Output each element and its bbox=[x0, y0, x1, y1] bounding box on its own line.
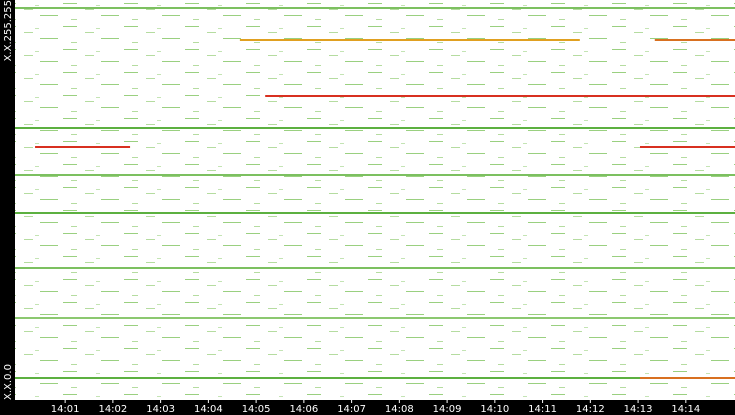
y-tick-label: X.X.255.255 bbox=[3, 0, 14, 61]
x-tick-label: 14:05 bbox=[242, 404, 271, 415]
x-tick-label: 14:14 bbox=[671, 404, 700, 415]
x-tick-label: 14:01 bbox=[51, 404, 80, 415]
x-tick-label: 14:13 bbox=[624, 404, 653, 415]
traffic-texture bbox=[15, 0, 735, 400]
x-tick-label: 14:06 bbox=[289, 404, 318, 415]
y-tick-label: X.X.0.0 bbox=[3, 364, 14, 400]
y-axis-band bbox=[0, 0, 15, 415]
x-tick-label: 14:09 bbox=[433, 404, 462, 415]
x-tick-label: 14:02 bbox=[98, 404, 127, 415]
x-tick-label: 14:11 bbox=[528, 404, 557, 415]
x-tick-label: 14:12 bbox=[576, 404, 605, 415]
x-axis-band bbox=[0, 400, 735, 415]
x-tick-label: 14:04 bbox=[194, 404, 223, 415]
x-tick-label: 14:10 bbox=[480, 404, 509, 415]
x-tick-label: 14:03 bbox=[146, 404, 175, 415]
x-tick-label: 14:07 bbox=[337, 404, 366, 415]
x-tick-label: 14:08 bbox=[385, 404, 414, 415]
